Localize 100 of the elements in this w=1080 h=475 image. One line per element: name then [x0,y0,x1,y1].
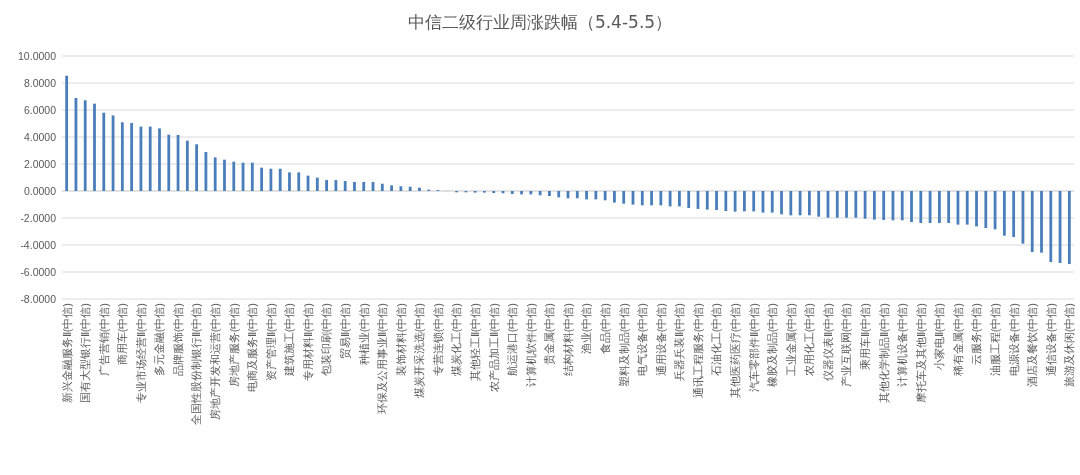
bar [650,191,653,206]
bar [548,191,551,196]
bar [538,191,542,196]
x-tick-label: 云服务(中信) [970,303,983,366]
bar [325,180,328,191]
x-tick-label: 品牌服饰(中信) [171,303,184,377]
bar [687,191,691,209]
x-tick-label: 通讯工程服务(中信) [691,303,704,399]
bar [854,191,858,218]
bar [232,161,236,191]
bar [1049,191,1053,263]
x-tick-label: 农用化工(中信) [803,303,816,377]
x-tick-label: 计算机软件(中信) [524,303,537,388]
x-tick-label: 渔业(中信) [580,303,593,355]
x-tick-label: 煤炭化工(中信) [450,303,463,377]
bar [1030,191,1034,253]
y-tick-label: -8.0000 [20,292,57,305]
x-tick-label: 通信设备(中信) [1044,303,1057,377]
bar [343,181,347,191]
bar [557,191,561,198]
x-tick-label: 电商及服务Ⅱ(中信) [246,303,259,393]
x-tick-label: 贵金属(中信) [543,303,556,366]
bar [659,191,663,206]
bar [213,157,217,191]
x-tick-label: 电气设备(中信) [636,303,649,377]
chart-title: 中信二级行业周涨跌幅（5.4-5.5） [407,12,673,32]
x-tick-label: 种植业(中信) [357,303,370,366]
bar [260,167,264,191]
x-tick-label: 塑料及制品(中信) [617,303,630,388]
bar [752,191,756,212]
bar [510,191,514,194]
x-tick-label: 房地产开发和运营(中信) [209,303,222,421]
bar [1067,191,1071,265]
bar [399,186,403,191]
x-tick-label: 新兴金融服务Ⅱ(中信) [60,303,73,404]
x-tick-label: 计算机设备(中信) [896,303,909,388]
x-tick-label: 小家电Ⅱ(中信) [933,303,946,371]
bar [937,191,941,223]
x-tick-label: 橡胶及制品(中信) [766,303,779,388]
bar [353,181,356,191]
bar [668,191,672,207]
bar [724,191,728,211]
x-tick-label: 旅游及休闲(中信) [1063,303,1076,388]
bar [770,191,774,213]
x-tick-label: 广告营销(中信) [97,303,110,377]
x-tick-label: 兵器兵装Ⅱ(中信) [673,303,686,382]
bar [622,191,626,204]
bar [185,140,189,191]
x-tick-label: 包装印刷(中信) [320,303,333,377]
bar [120,122,124,191]
bar [102,112,106,191]
bar [288,172,291,191]
bar [390,185,393,191]
bar [158,128,161,191]
y-tick-label: -4.0000 [20,238,57,251]
x-tick-label: 石油化工(中信) [710,303,723,377]
x-tick-label: 摩托车及其他Ⅱ(中信) [914,303,927,404]
x-tick-label: 资产管理Ⅱ(中信) [264,303,277,382]
bar [334,180,338,191]
bar [808,191,811,216]
bar [418,187,421,191]
bar [130,122,134,191]
x-tick-label: 电源设备(中信) [1007,303,1020,377]
bar [872,191,876,220]
bar [817,191,821,217]
bar [780,191,783,215]
bar [93,103,96,191]
x-tick-label: 航运港口(中信) [506,303,519,377]
bar [380,183,384,191]
x-tick-label: 乘用车Ⅱ(中信) [858,303,871,371]
bar [1012,191,1016,238]
bar [984,191,988,228]
bar [613,191,616,203]
x-tick-label: 农产品加工Ⅱ(中信) [487,303,500,393]
y-tick-label: 0.0000 [23,184,57,197]
x-tick-label: 工业金属(中信) [784,303,797,377]
x-tick-label: 仪器仪表Ⅱ(中信) [821,303,834,382]
x-tick-label: 汽车零部件Ⅱ(中信) [747,303,760,393]
y-tick-label: -6.0000 [20,265,57,278]
x-tick-label: 酒店及餐饮(中信) [1026,303,1039,388]
bar [1040,191,1043,253]
x-tick-label: 装饰材料(中信) [394,303,407,377]
bar [845,191,848,218]
bar [1002,191,1006,236]
x-tick-label: 产业互联网(中信) [840,303,853,388]
bar [975,191,978,227]
bar [900,191,904,221]
bar [789,191,793,216]
bar [585,191,588,200]
bar [408,186,412,191]
bar [575,191,579,199]
bar [315,177,319,191]
bar [594,191,598,200]
bar [529,191,533,195]
x-tick-label: 食品(中信) [598,303,611,355]
bar [705,191,709,210]
y-tick-label: 4.0000 [23,130,57,143]
bar [965,191,969,225]
x-tick-label: 煤炭开采洗选(中信) [413,303,426,399]
y-tick-label: 2.0000 [23,157,57,170]
